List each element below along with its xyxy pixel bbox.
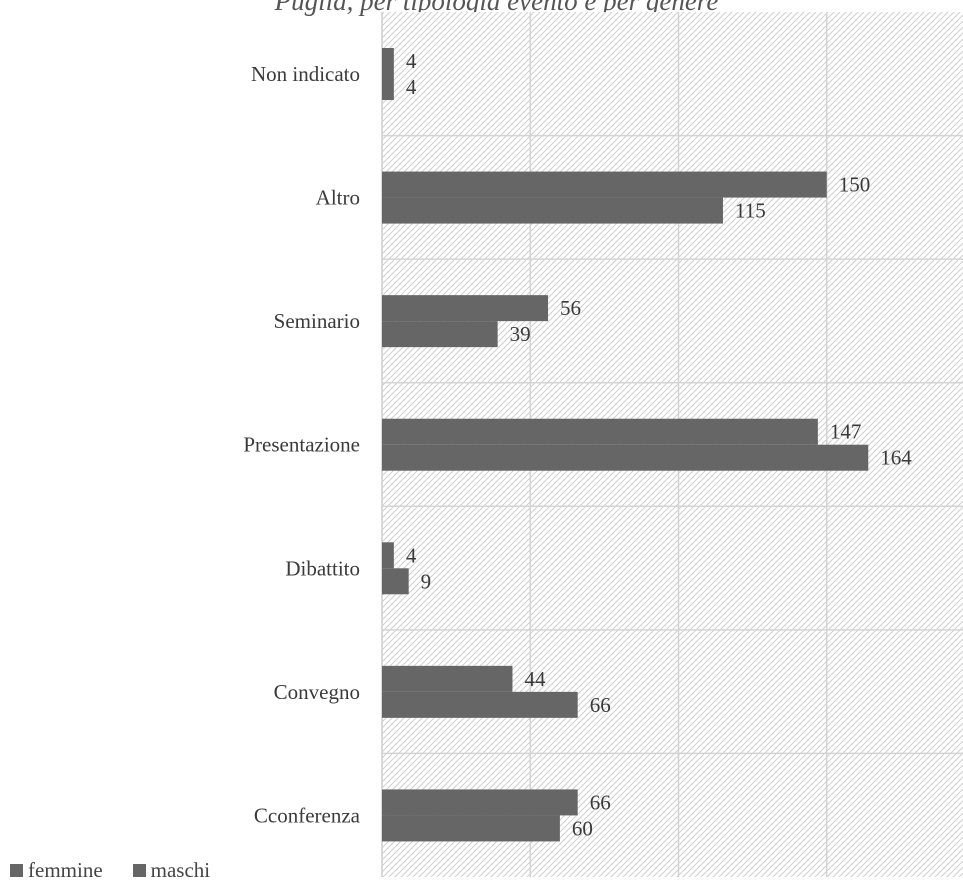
- legend-item-femmine: femmine: [10, 858, 103, 883]
- data-label: 66: [590, 693, 611, 717]
- category-label: Dibattito: [285, 556, 360, 580]
- bar-maschi: [382, 197, 723, 224]
- bar-femmine: [382, 295, 549, 322]
- data-label: 60: [572, 816, 593, 840]
- legend-swatch-femmine: [10, 864, 23, 877]
- category-label: Non indicato: [251, 62, 360, 86]
- legend-label-femmine: femmine: [28, 858, 103, 882]
- data-label: 44: [524, 667, 546, 691]
- legend-item-maschi: maschi: [132, 858, 211, 883]
- legend: femmine maschi: [10, 858, 240, 883]
- data-label: 147: [830, 420, 862, 444]
- bar-maschi: [382, 691, 578, 718]
- data-label: 115: [735, 199, 766, 223]
- data-label: 4: [406, 75, 417, 99]
- data-label: 39: [510, 322, 531, 346]
- data-label: 9: [421, 569, 432, 593]
- data-label: 4: [406, 49, 417, 73]
- category-label: Seminario: [274, 309, 360, 333]
- legend-swatch-maschi: [132, 864, 146, 877]
- bar-maschi: [382, 444, 869, 471]
- category-label: Altro: [316, 186, 360, 210]
- data-label: 164: [880, 446, 912, 470]
- data-label: 4: [406, 543, 417, 567]
- category-label: Presentazione: [243, 433, 360, 457]
- bar-maschi: [382, 74, 394, 100]
- category-label: Cconferenza: [254, 803, 361, 827]
- data-label: 56: [560, 296, 581, 320]
- bar-femmine: [382, 418, 818, 445]
- bar-femmine: [382, 665, 513, 692]
- bar-maschi: [382, 568, 409, 595]
- bar-maschi: [382, 815, 560, 842]
- bar-femmine: [382, 789, 578, 816]
- bar-femmine: [382, 542, 394, 569]
- data-label: 150: [839, 173, 871, 197]
- category-label: Convegno: [274, 680, 360, 704]
- legend-label-maschi: maschi: [150, 858, 211, 882]
- bar-femmine: [382, 171, 827, 198]
- bar-femmine: [382, 48, 394, 74]
- data-label: 66: [590, 790, 611, 814]
- bar-maschi: [382, 321, 498, 348]
